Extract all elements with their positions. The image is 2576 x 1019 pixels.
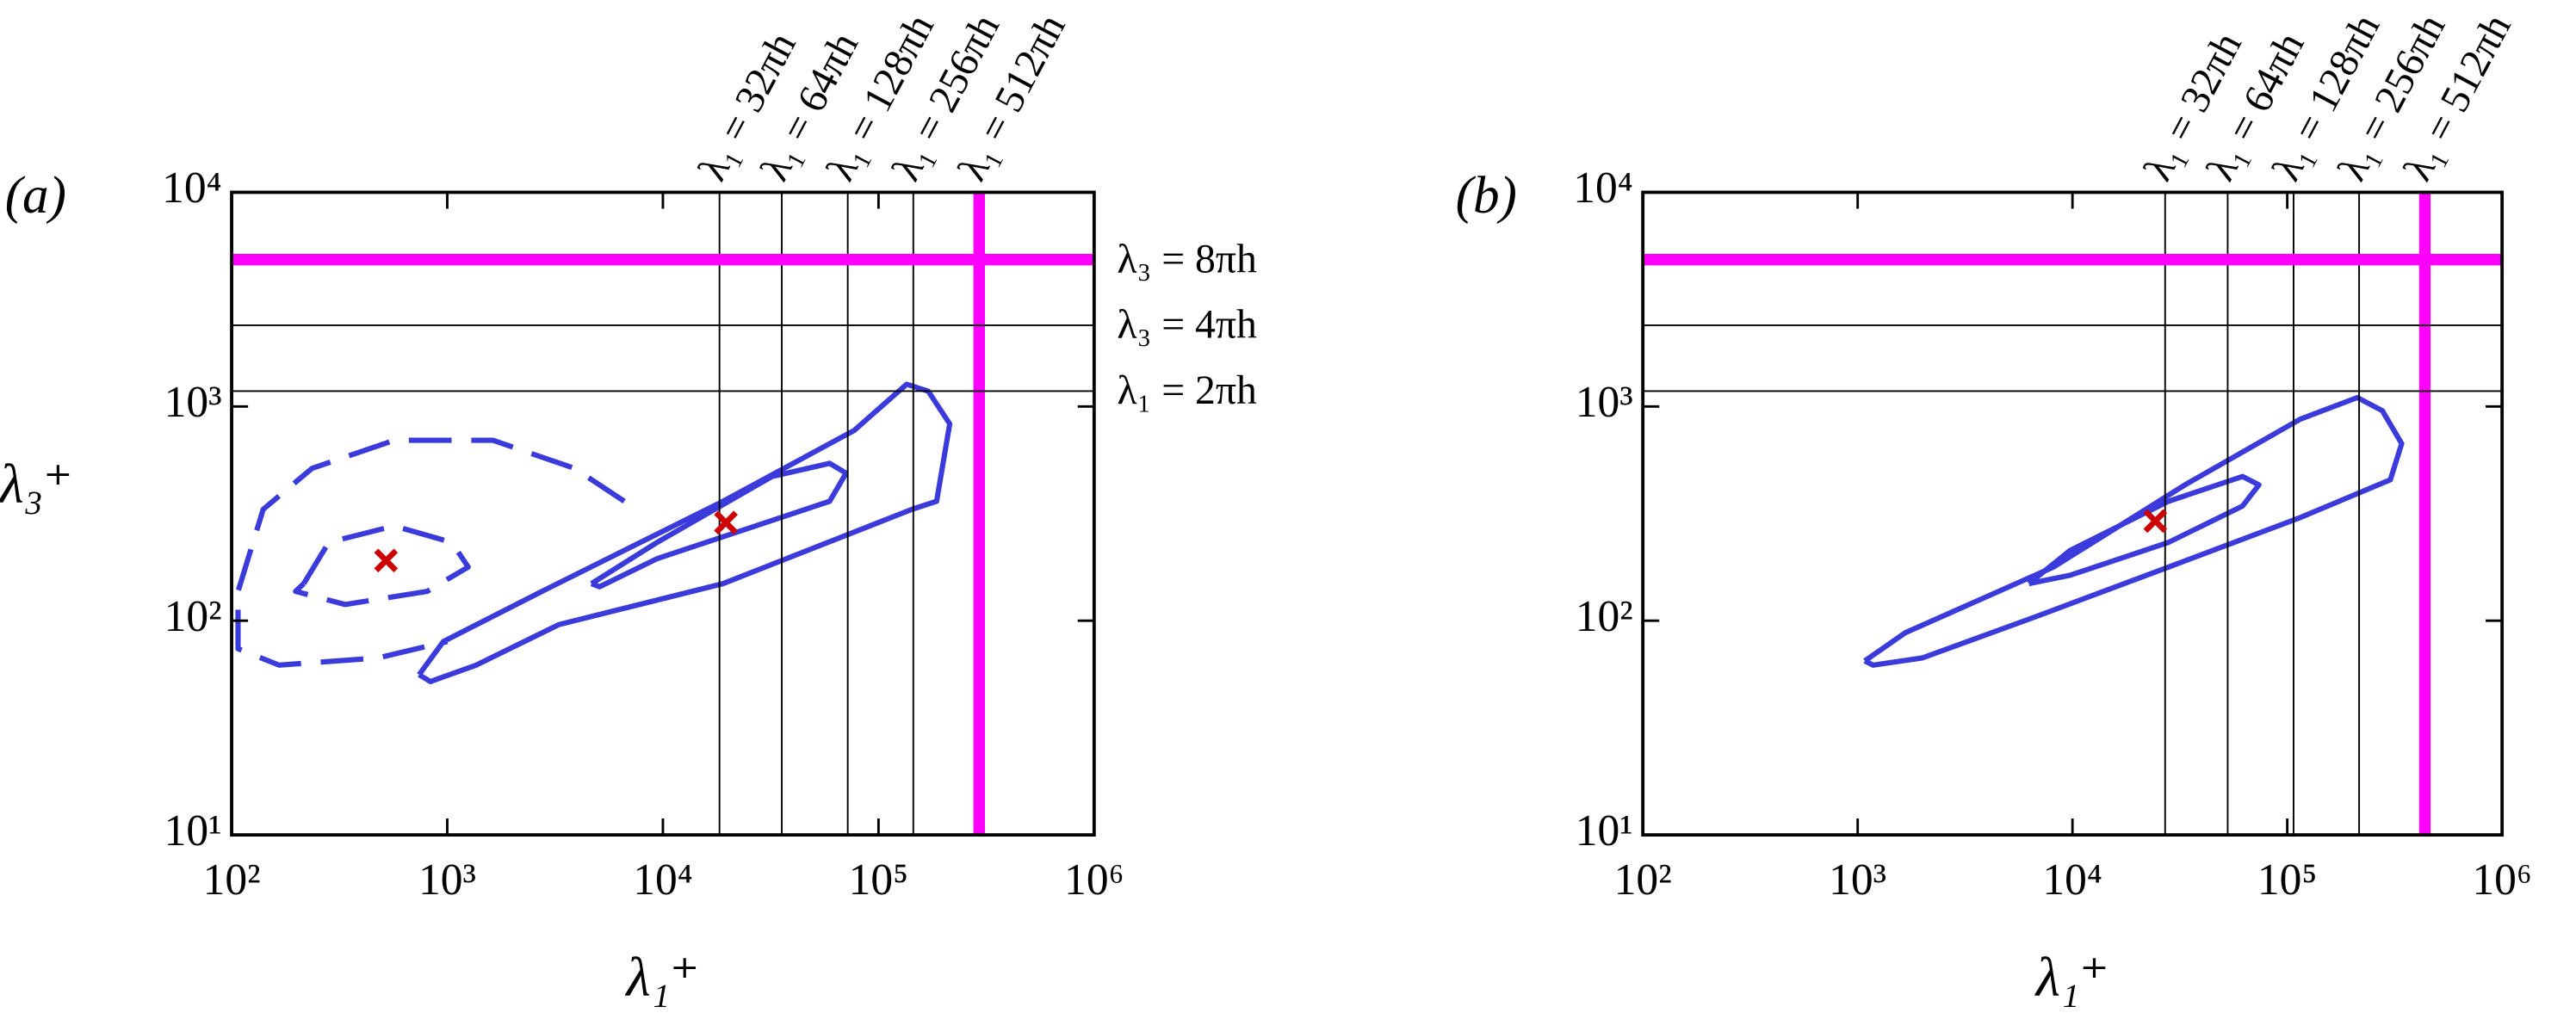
x-tick-label: 10⁵ xyxy=(849,855,908,905)
plot-frame xyxy=(230,190,1096,837)
contour-line xyxy=(293,523,471,608)
contour-line xyxy=(1863,394,2405,668)
x-tick-label: 10⁴ xyxy=(633,855,692,905)
y-tick-label: 10⁴ xyxy=(162,164,221,213)
x-axis-label: λ₁⁺ xyxy=(2034,947,2109,1009)
y-tick-label: 10¹ xyxy=(164,806,222,855)
y-tick-label: 10² xyxy=(164,592,222,641)
marker xyxy=(714,510,738,535)
y-axis-label: λ₃⁺ xyxy=(0,454,72,516)
y-tick-label: 10³ xyxy=(164,378,222,427)
contour-line xyxy=(2027,473,2262,587)
y-tick-label: 10¹ xyxy=(1576,806,1633,855)
contour-line xyxy=(417,381,953,684)
x-tick-label: 10² xyxy=(203,855,261,905)
marker xyxy=(374,548,399,573)
contour-line xyxy=(590,460,849,590)
marker xyxy=(2143,509,2168,534)
panel-label: (b) xyxy=(1456,167,1517,225)
x-axis-label: λ₁⁺ xyxy=(625,947,700,1009)
marker-stroke xyxy=(2143,509,2168,534)
plot-frame xyxy=(1641,190,2505,837)
x-tick-label: 10² xyxy=(1614,855,1672,905)
x-tick-label: 10³ xyxy=(418,855,476,905)
x-tick-label: 10⁶ xyxy=(1064,855,1124,905)
line-label: λ₃ = 8πh xyxy=(1118,236,1257,281)
x-tick-label: 10³ xyxy=(1829,855,1886,905)
panel-label: (a) xyxy=(5,167,66,225)
y-tick-label: 10⁴ xyxy=(1573,164,1632,213)
y-tick-label: 10³ xyxy=(1576,378,1633,427)
contour-line xyxy=(235,437,626,668)
x-tick-label: 10⁶ xyxy=(2472,855,2531,905)
x-tick-label: 10⁵ xyxy=(2257,855,2317,905)
line-label: λ₃ = 4πh xyxy=(1118,302,1257,348)
marker-stroke xyxy=(714,510,738,535)
marker-stroke xyxy=(374,548,399,573)
line-label: λ₁ = 2πh xyxy=(1118,367,1257,413)
x-tick-label: 10⁴ xyxy=(2042,855,2102,905)
y-tick-label: 10² xyxy=(1576,592,1633,641)
